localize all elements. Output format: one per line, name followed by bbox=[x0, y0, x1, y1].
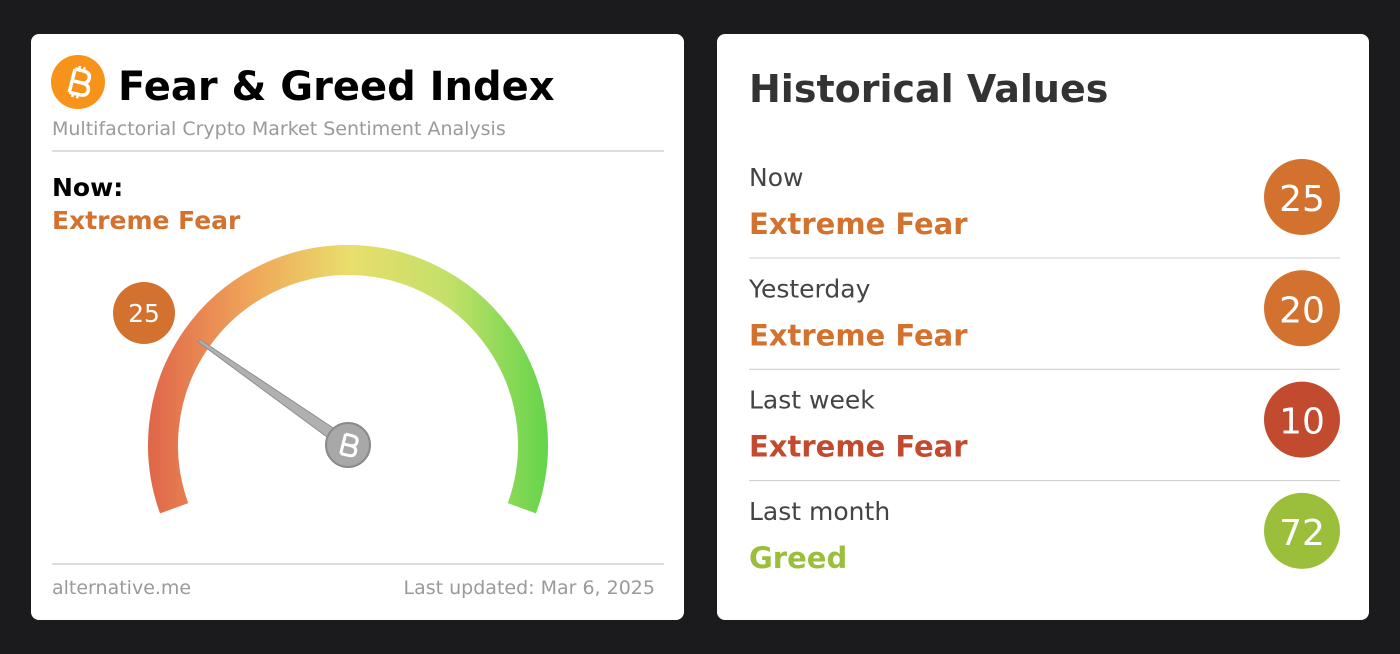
classification: Greed bbox=[749, 541, 847, 575]
bitcoin-logo bbox=[51, 55, 105, 109]
classification: Extreme Fear bbox=[749, 207, 968, 241]
subtitle: Multifactorial Crypto Market Sentiment A… bbox=[52, 118, 506, 140]
value: 10 bbox=[1279, 402, 1325, 443]
classification: Extreme Fear bbox=[749, 318, 968, 352]
value: 20 bbox=[1279, 290, 1325, 331]
value: 25 bbox=[1279, 179, 1325, 220]
value-badge bbox=[113, 282, 175, 344]
value-badge bbox=[1264, 270, 1340, 347]
value-badge-text: 25 bbox=[128, 299, 160, 328]
history-rows: Now Extreme Fear 25 Yesterday Extreme Fear 20… bbox=[748, 159, 1340, 575]
history-title: Historical Values bbox=[749, 67, 1108, 111]
gauge-arc bbox=[148, 245, 548, 514]
value-badge bbox=[1264, 381, 1340, 458]
value: 72 bbox=[1279, 513, 1325, 554]
value-badge bbox=[1264, 492, 1340, 569]
period: Now bbox=[749, 163, 803, 192]
title: Fear & Greed Index bbox=[118, 64, 555, 110]
period: Last week bbox=[749, 386, 875, 415]
gauge-hub bbox=[325, 422, 371, 468]
source: alternative.me bbox=[52, 577, 191, 599]
classification: Extreme Fear bbox=[52, 206, 241, 235]
now-label: Now: bbox=[52, 173, 123, 202]
last-updated: Last updated: Mar 6, 2025 bbox=[404, 577, 655, 599]
history-card bbox=[717, 34, 1369, 620]
period: Yesterday bbox=[748, 274, 871, 303]
value-badge bbox=[1264, 159, 1340, 235]
period: Last month bbox=[749, 497, 890, 526]
classification: Extreme Fear bbox=[749, 430, 968, 464]
